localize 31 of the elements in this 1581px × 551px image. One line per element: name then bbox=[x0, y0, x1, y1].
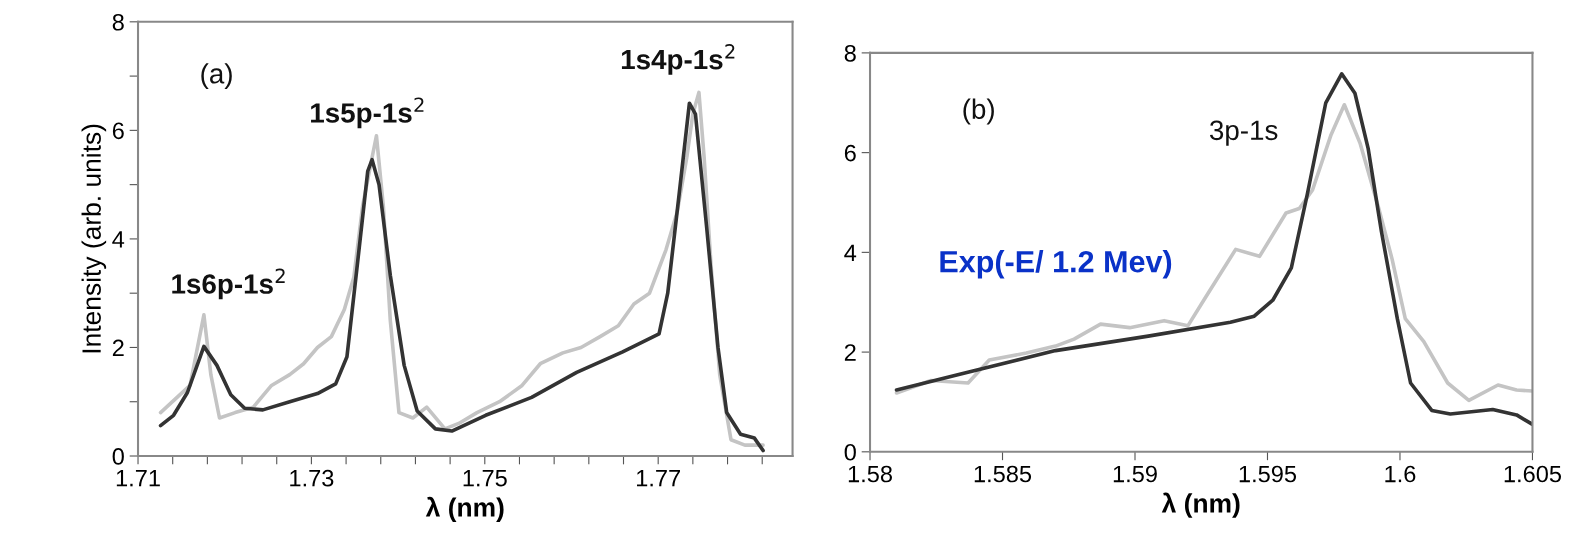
x-tick-label: 1.595 bbox=[1239, 465, 1297, 483]
x-tick-label: 1.59 bbox=[1113, 465, 1157, 483]
annotation: 3p-1s bbox=[1209, 120, 1278, 146]
y-tick-label: 4 bbox=[112, 231, 125, 248]
annotation: (b) bbox=[963, 98, 994, 125]
line-series bbox=[894, 72, 1533, 427]
y-tick-label: 0 bbox=[844, 443, 856, 461]
annotation: 1s4p-1s$^{2}$ bbox=[621, 44, 735, 75]
annotation: 1s6p-1s$^{2}$ bbox=[172, 268, 285, 300]
x-tick-label: 1.585 bbox=[974, 465, 1032, 483]
y-tick-label: 2 bbox=[844, 344, 856, 361]
y-tick-label: 4 bbox=[844, 244, 857, 261]
y-tick-label: 8 bbox=[112, 13, 124, 31]
x-axis-title: λ (nm) bbox=[1161, 492, 1240, 518]
y-tick-label: 6 bbox=[112, 122, 124, 140]
y-tick-label: 2 bbox=[112, 339, 124, 357]
x-tick-label: 1.71 bbox=[116, 470, 160, 487]
annotation: (a) bbox=[201, 63, 232, 90]
y-axis-title: Intensity (arb. units) bbox=[81, 124, 107, 353]
x-tick-label: 1.605 bbox=[1504, 465, 1562, 483]
x-axis-title: λ (nm) bbox=[425, 496, 504, 523]
annotation: Exp(-E/ 1.2 Mev) bbox=[940, 250, 1172, 279]
x-tick-label: 1.6 bbox=[1385, 465, 1416, 483]
y-tick-label: 0 bbox=[112, 448, 124, 465]
annotation: 1s5p-1s$^{2}$ bbox=[311, 97, 424, 129]
y-tick-label: 8 bbox=[844, 44, 856, 62]
y-tick-label: 6 bbox=[844, 144, 856, 162]
x-tick-label: 1.75 bbox=[463, 470, 507, 487]
x-tick-label: 1.77 bbox=[637, 470, 680, 487]
x-tick-label: 1.73 bbox=[290, 469, 334, 487]
x-tick-label: 1.58 bbox=[848, 465, 892, 483]
